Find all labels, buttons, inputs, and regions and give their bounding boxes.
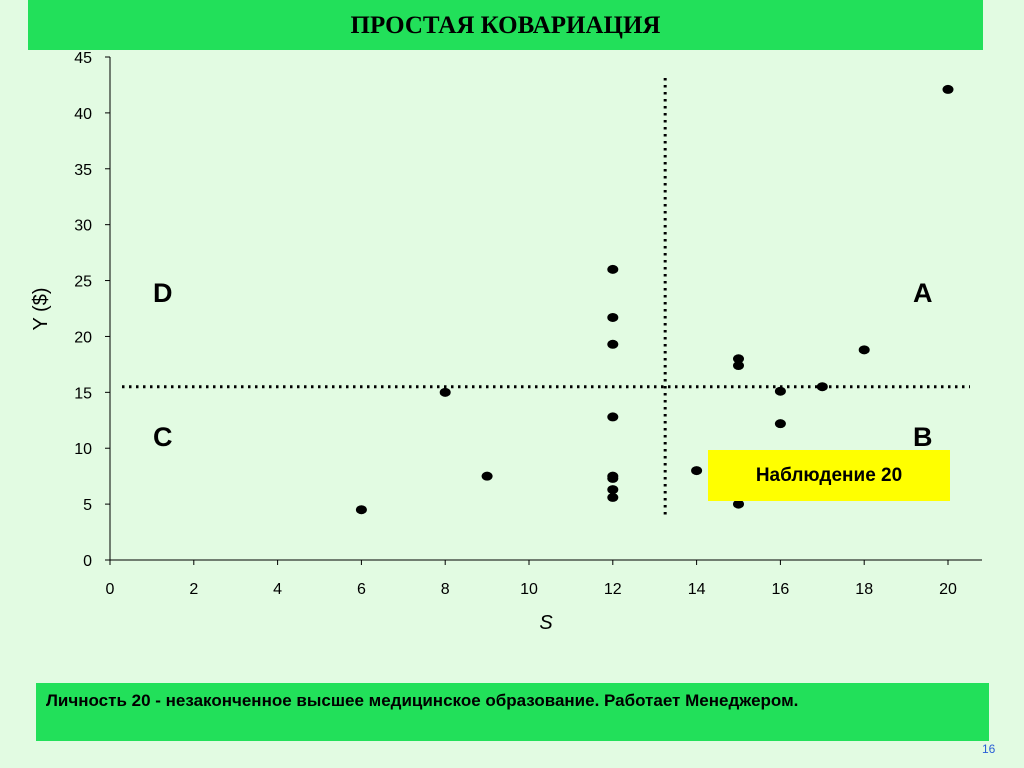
y-tick-label: 35 <box>74 162 92 179</box>
mean-reference-lines <box>122 78 970 518</box>
data-point <box>439 387 451 397</box>
quadrant-label-c: C <box>153 422 173 452</box>
page-number: 16 <box>982 742 996 756</box>
quadrant-label-b: B <box>913 422 933 452</box>
quadrant-label-d: D <box>153 278 173 308</box>
x-tick-label: 2 <box>189 581 198 598</box>
data-point <box>691 466 703 476</box>
quadrant-label-a: A <box>913 278 933 308</box>
data-point <box>607 312 619 322</box>
x-tick-label: 10 <box>520 581 538 598</box>
y-tick-label: 30 <box>74 218 92 235</box>
x-tick-label: 18 <box>855 581 873 598</box>
data-point <box>942 84 954 94</box>
data-point <box>607 412 619 422</box>
title-bar: ПРОСТАЯ КОВАРИАЦИЯ <box>28 0 983 50</box>
chart-axes: 0 5 10 15 20 25 30 35 40 45 0 2 4 6 8 10 12 14 16 18 20 <box>74 50 982 598</box>
y-tick-label: 20 <box>74 329 92 346</box>
data-point <box>355 505 367 515</box>
x-tick-label: 4 <box>273 581 282 598</box>
x-tick-label: 8 <box>441 581 450 598</box>
y-tick-label: 45 <box>74 50 92 67</box>
y-tick-label: 40 <box>74 106 92 123</box>
data-point <box>816 382 828 392</box>
observation-label: Наблюдение 20 <box>755 464 903 486</box>
x-tick-label: 20 <box>939 581 957 598</box>
y-tick-label: 25 <box>74 274 92 291</box>
data-point <box>481 471 493 481</box>
data-point <box>774 386 786 396</box>
footnote-text: Личность 20 - незаконченное высшее медиц… <box>46 691 799 710</box>
data-point <box>733 499 744 509</box>
y-tick-label: 15 <box>74 385 92 402</box>
data-point <box>607 339 619 349</box>
data-point <box>607 485 619 495</box>
x-tick-label: 6 <box>357 581 366 598</box>
x-axis-label: S <box>539 612 553 634</box>
data-point <box>733 361 744 371</box>
y-tick-label: 5 <box>83 497 92 514</box>
data-point <box>733 354 744 364</box>
observation-callout: Наблюдение 20 <box>708 450 950 501</box>
x-tick-label: 12 <box>604 581 622 598</box>
y-axis-label: Y ($) <box>30 288 52 331</box>
x-tick-label: 14 <box>688 581 706 598</box>
x-tick-label: 0 <box>106 581 115 598</box>
y-tick-label: 10 <box>74 441 92 458</box>
data-point <box>607 473 619 483</box>
data-point <box>607 264 619 274</box>
data-point <box>858 345 870 355</box>
footnote-box: Личность 20 - незаконченное высшее медиц… <box>36 683 989 741</box>
data-point <box>607 492 619 502</box>
y-tick-label: 0 <box>83 553 92 570</box>
data-point <box>774 419 786 429</box>
data-points <box>355 84 954 515</box>
x-tick-label: 16 <box>772 581 790 598</box>
page-title: ПРОСТАЯ КОВАРИАЦИЯ <box>350 12 661 39</box>
